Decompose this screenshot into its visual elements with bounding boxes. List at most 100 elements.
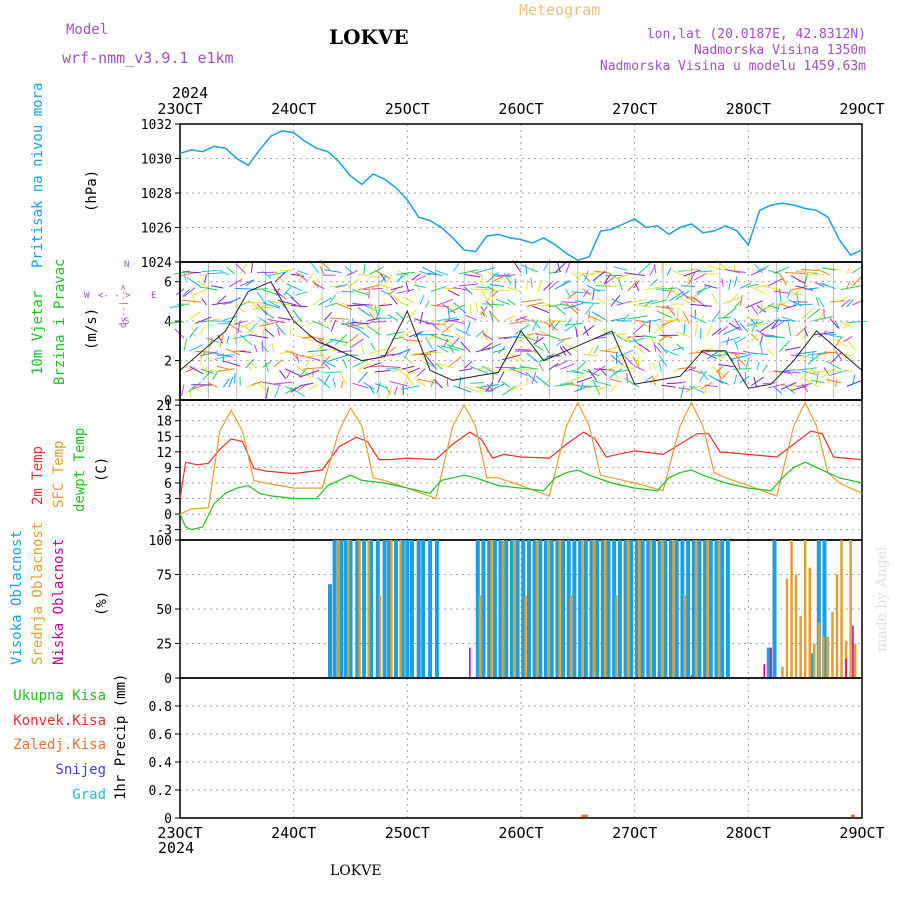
wind-barb xyxy=(245,382,260,388)
wind-barb xyxy=(264,328,275,338)
wind-barb xyxy=(380,275,387,283)
wind-barb xyxy=(218,368,235,372)
wind-barb xyxy=(603,273,612,284)
wind-barb xyxy=(733,276,738,287)
cloud-high-bar xyxy=(595,540,600,678)
wind-barb xyxy=(251,381,263,386)
wind-barb xyxy=(283,286,292,296)
wind-barb xyxy=(548,318,554,327)
wind-barb xyxy=(605,344,623,351)
wind-barb xyxy=(369,348,388,354)
pressure-series-line xyxy=(179,130,863,262)
wind-barb xyxy=(182,288,190,297)
wind-barb xyxy=(503,315,515,321)
wind-barb xyxy=(563,302,583,310)
wind-barb xyxy=(375,307,382,319)
precip-panel: 0 0.2 0.4 0.6 0.8 xyxy=(149,677,863,827)
wind-barb xyxy=(683,385,701,393)
wind-barb xyxy=(324,312,332,321)
cloud-high-bar xyxy=(822,540,827,678)
cloud-high-bar xyxy=(487,540,492,678)
wind-barb xyxy=(446,344,465,351)
cloud-mid-bar xyxy=(603,540,607,678)
wind-barb xyxy=(481,274,483,287)
wind-barb xyxy=(509,367,528,377)
wind-barb xyxy=(560,363,575,370)
wind-barb xyxy=(360,342,365,355)
wind-barb xyxy=(414,318,432,325)
pressure-ytick-label: 1030 xyxy=(141,153,172,168)
wind-barb xyxy=(711,327,722,336)
wind-barb xyxy=(657,342,668,354)
wind-barb xyxy=(617,277,623,291)
wind-barb xyxy=(614,273,634,280)
wind-barb xyxy=(771,320,786,330)
wind-barb xyxy=(226,335,230,344)
wind-ytick-label: 0 xyxy=(164,394,172,409)
wind-barb xyxy=(790,367,793,377)
wind-barb xyxy=(651,362,657,370)
wind-barb xyxy=(335,302,353,310)
cloud-high-bar xyxy=(400,540,405,678)
bottom-date-tick-label: 28OCT xyxy=(726,824,771,842)
cloud-high-bar xyxy=(720,540,725,678)
wind-barb xyxy=(419,295,425,305)
temp-ytick-label: 12 xyxy=(156,446,172,461)
wind-barb xyxy=(638,300,658,305)
wind-barb xyxy=(626,372,629,384)
wind-barb xyxy=(851,374,856,386)
wind-direction-legend: N S W E <- - > d<--|--> xyxy=(84,260,156,328)
wind-barb xyxy=(531,371,537,385)
wind-barb xyxy=(442,287,458,290)
wind-barb xyxy=(632,280,640,289)
wind-barb xyxy=(653,323,668,334)
wind-barb xyxy=(329,317,349,320)
wind-barb xyxy=(447,307,450,319)
cloud-high-bar xyxy=(766,647,771,678)
wind-barb xyxy=(363,362,381,370)
wind-barb xyxy=(419,270,432,276)
wind-barb xyxy=(415,275,426,281)
wind-barb xyxy=(200,350,207,358)
cloud-high-bar xyxy=(612,540,617,678)
wind-barb xyxy=(622,334,640,341)
wind-barb xyxy=(492,289,510,292)
wind-barb xyxy=(200,351,218,357)
wind-barb xyxy=(525,264,528,274)
wind-barb xyxy=(581,302,600,304)
wind-barb xyxy=(235,263,247,274)
wind-barb xyxy=(653,342,657,352)
wind-barb xyxy=(516,334,533,343)
precip-ytick-label: 0.2 xyxy=(149,784,172,799)
cloud-mid-bar xyxy=(399,540,402,678)
wind-barb xyxy=(840,299,851,308)
wind-barb xyxy=(746,322,769,328)
wind-barb xyxy=(801,383,809,392)
wind-barb xyxy=(624,272,645,276)
wind-barb xyxy=(582,289,589,298)
wind-barb xyxy=(693,272,707,281)
wind-barb xyxy=(603,327,606,336)
wind-barb xyxy=(843,335,853,343)
wind-barb xyxy=(284,350,303,357)
wind-barb xyxy=(543,321,559,331)
wind-barb xyxy=(756,361,760,371)
wind-barb xyxy=(543,259,551,271)
wind-barb xyxy=(436,298,454,306)
wind-barb xyxy=(554,360,569,368)
cloud-high-bar xyxy=(362,540,367,678)
wind-barb xyxy=(760,334,774,336)
wind-barb xyxy=(821,282,836,290)
wind-barb xyxy=(324,269,342,273)
elevation-label: Nadmorska Visina 1350m xyxy=(694,43,866,58)
wind-barb xyxy=(660,262,664,274)
wind-barb xyxy=(610,368,619,379)
wind-barb xyxy=(324,371,342,374)
wind-barb xyxy=(811,351,814,361)
wind-barb xyxy=(841,285,861,291)
wind-barb xyxy=(318,350,328,362)
cloud-high-bar xyxy=(394,540,398,678)
wind-barb xyxy=(810,379,825,384)
temp-ytick-label: 21 xyxy=(156,399,172,414)
wind-barb xyxy=(542,342,550,354)
